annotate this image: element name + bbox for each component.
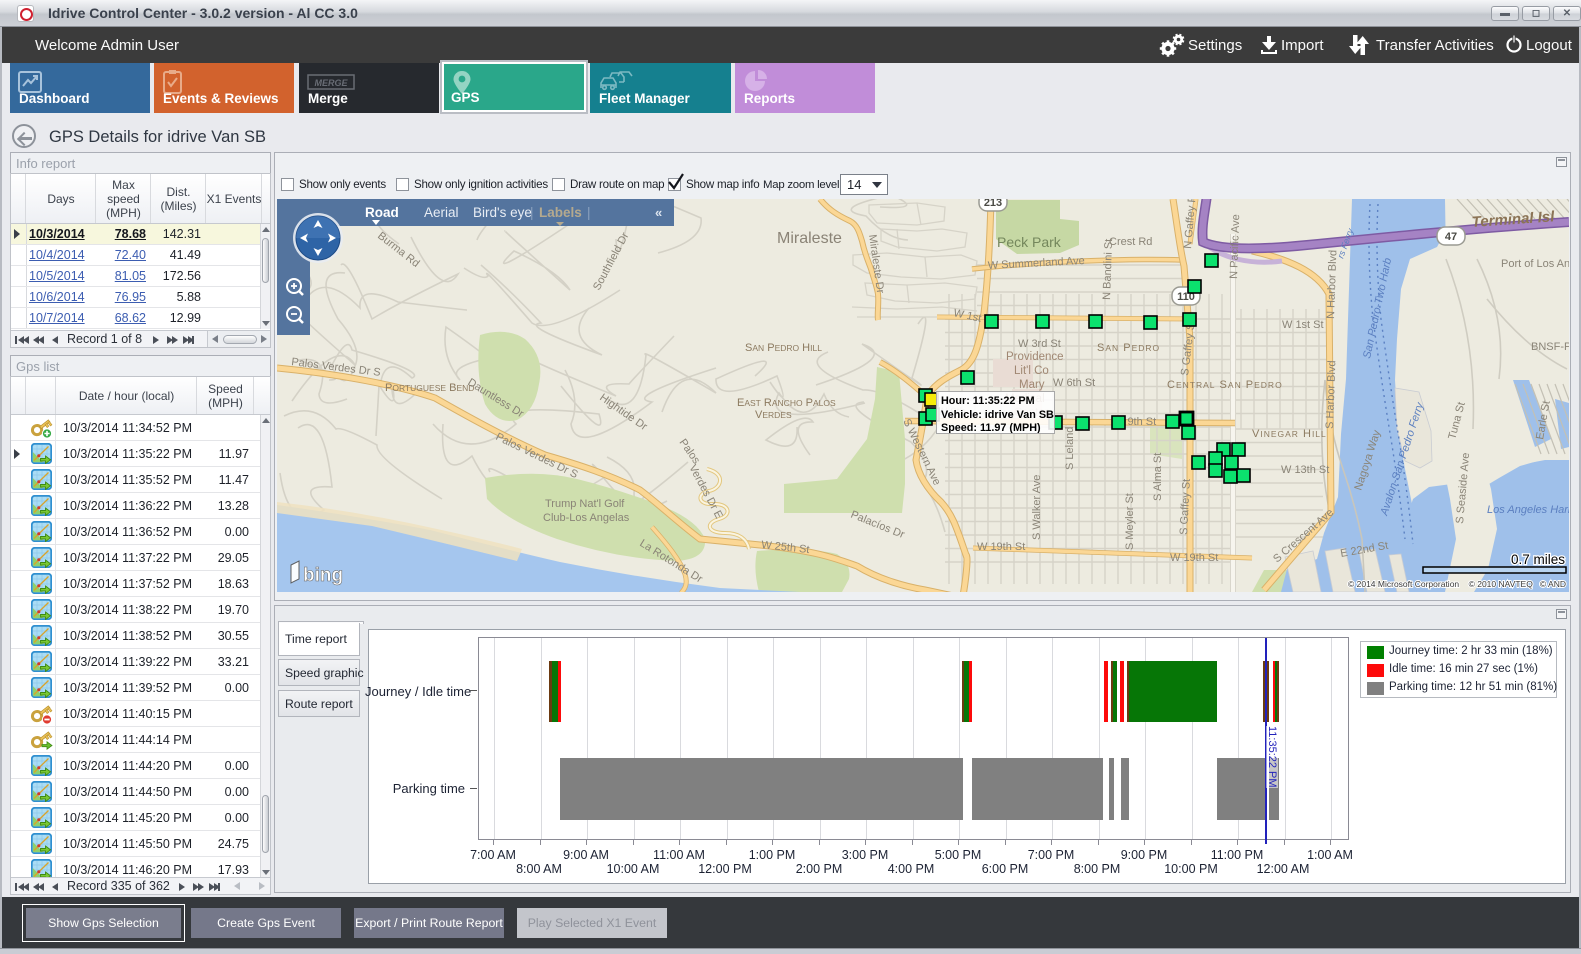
svg-text:Los Angeles Harb: Los Angeles Harb bbox=[1487, 504, 1569, 516]
svg-text:Bird's eye: Bird's eye bbox=[473, 205, 532, 220]
svg-text:EAST RANCHO PALOS: EAST RANCHO PALOS bbox=[737, 397, 836, 409]
svg-text:W 25th St: W 25th St bbox=[761, 539, 810, 556]
svg-text:S Leland: S Leland bbox=[1064, 427, 1076, 470]
svg-text:N Gaffey Pl: N Gaffey Pl bbox=[1182, 199, 1199, 249]
svg-text:47: 47 bbox=[1445, 231, 1457, 243]
svg-text:Lit'l Co: Lit'l Co bbox=[1014, 365, 1049, 377]
svg-text:W 19th St: W 19th St bbox=[1170, 552, 1218, 564]
svg-text:Trump Nat'l Golf: Trump Nat'l Golf bbox=[545, 498, 625, 510]
svg-text:VERDES: VERDES bbox=[755, 409, 792, 421]
svg-text:Club-Los Angelas: Club-Los Angelas bbox=[543, 512, 630, 524]
svg-text:S Harbor Blvd: S Harbor Blvd bbox=[1324, 360, 1338, 429]
svg-text:Mary: Mary bbox=[1019, 379, 1045, 391]
svg-text:bing: bing bbox=[303, 565, 343, 586]
svg-text:© 2014 Microsoft Corporation: © 2014 Microsoft Corporation © 2010 NAVT… bbox=[1348, 579, 1566, 589]
svg-text:W 1st St: W 1st St bbox=[1282, 319, 1324, 331]
svg-text:N Harbor Blvd: N Harbor Blvd bbox=[1325, 250, 1339, 319]
svg-text:Crest Rd: Crest Rd bbox=[1109, 236, 1152, 248]
svg-text:110: 110 bbox=[1177, 291, 1195, 303]
svg-text:Aerial: Aerial bbox=[424, 205, 459, 220]
svg-text:S Gaffey St: S Gaffey St bbox=[1178, 479, 1193, 536]
svg-text:Labels: Labels bbox=[539, 205, 582, 220]
svg-text:|: | bbox=[530, 205, 534, 220]
svg-text:CENTRAL SAN PEDRO: CENTRAL SAN PEDRO bbox=[1167, 379, 1283, 391]
svg-text:BNSF-Port: BNSF-Port bbox=[1531, 341, 1569, 353]
svg-text:Providence: Providence bbox=[1006, 351, 1064, 363]
svg-text:Peck Park: Peck Park bbox=[997, 234, 1062, 250]
svg-text:W Summerland Ave: W Summerland Ave bbox=[988, 255, 1086, 272]
svg-text:S Walker Ave: S Walker Ave bbox=[1031, 475, 1043, 540]
svg-text:Terminal Isl: Terminal Isl bbox=[1471, 208, 1556, 231]
svg-text:VINEGAR HILL: VINEGAR HILL bbox=[1252, 428, 1327, 440]
svg-text:W 13th St: W 13th St bbox=[1281, 464, 1329, 476]
svg-text:S Alma St: S Alma St bbox=[1152, 453, 1164, 501]
svg-text:SAN PEDRO HILL: SAN PEDRO HILL bbox=[745, 342, 822, 354]
svg-text:|: | bbox=[587, 205, 591, 220]
svg-text:Road: Road bbox=[365, 205, 399, 220]
svg-text:N Bandini St: N Bandini St bbox=[1101, 239, 1115, 301]
svg-text:SAN PEDRO: SAN PEDRO bbox=[1097, 342, 1160, 354]
svg-text:«: « bbox=[655, 205, 662, 220]
svg-text:Miraleste: Miraleste bbox=[777, 230, 842, 247]
svg-text:W 3rd St: W 3rd St bbox=[1018, 338, 1061, 350]
svg-text:MERGE: MERGE bbox=[314, 78, 348, 88]
svg-text:Port of Los Angel: Port of Los Angel bbox=[1501, 258, 1569, 270]
svg-text:W 6th St: W 6th St bbox=[1053, 377, 1095, 389]
svg-text:S Meyler St: S Meyler St bbox=[1124, 493, 1136, 550]
svg-text:N Pacific Ave: N Pacific Ave bbox=[1228, 214, 1242, 279]
svg-text:W 19th St: W 19th St bbox=[977, 541, 1025, 553]
svg-text:213: 213 bbox=[984, 199, 1002, 209]
svg-text:0.7 miles: 0.7 miles bbox=[1511, 552, 1565, 567]
svg-text:PORTUGUESE BEND: PORTUGUESE BEND bbox=[385, 382, 474, 394]
